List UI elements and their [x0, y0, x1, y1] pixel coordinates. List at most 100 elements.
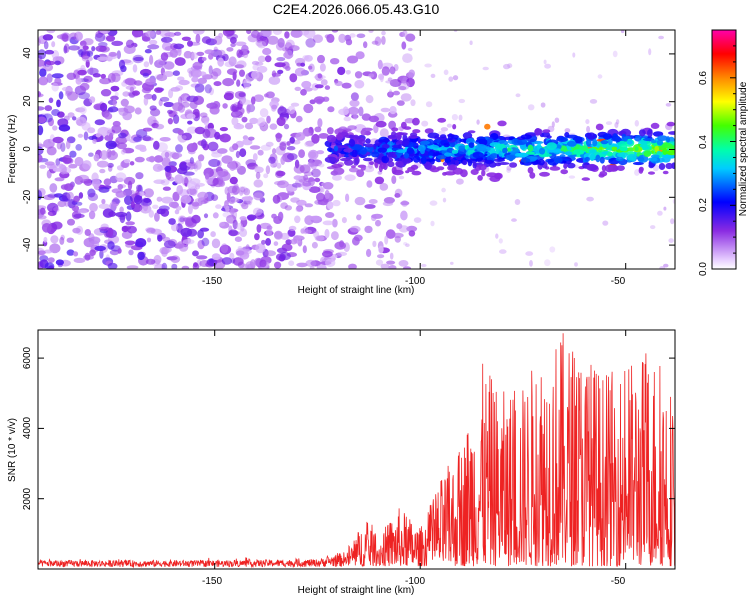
spectrogram-blob-411: [358, 106, 364, 117]
spectrogram-blob-449: [308, 186, 321, 194]
spectrogram-blob-927: [171, 263, 178, 269]
spectrogram-blob-94: [56, 99, 61, 108]
spectrogram-blob-1194: [44, 262, 55, 269]
spectrogram-blob-802: [327, 106, 335, 113]
spectrogram-blob-1806: [356, 169, 365, 178]
spectrogram-blob-248: [331, 231, 339, 241]
spectrogram-blob-1242: [120, 98, 129, 107]
spectrogram-blob-1563: [626, 147, 636, 152]
spectrogram-blob-1222: [173, 114, 180, 124]
spectrogram-blob-1177: [180, 194, 192, 204]
spectrogram-blob-2281: [586, 132, 596, 140]
spectrogram-blob-573: [334, 80, 343, 87]
spectrogram-blob-905: [245, 159, 257, 167]
colorbar-ticks: [730, 29, 736, 270]
spectrogram-blob-904: [200, 200, 207, 205]
spectrogram-blob-1280: [117, 248, 122, 254]
spectrogram-blob-2308: [354, 157, 360, 165]
spectrogram-blob-1337: [672, 198, 675, 204]
spectrogram-blob-846: [230, 207, 235, 216]
spectrogram-blob-939: [186, 95, 199, 103]
spectrogram-blob-412: [242, 51, 249, 59]
spectrogram-blob-1160: [256, 224, 262, 233]
spectrogram-blob-2077: [581, 177, 590, 181]
spectrogram-blob-1519: [412, 117, 420, 126]
spectrogram-blob-1658: [392, 169, 404, 176]
spectrogram-blob-1634: [350, 165, 356, 169]
spectrogram-blob-2235: [436, 154, 447, 160]
spectrogram-blob-1126: [38, 116, 47, 124]
spectrogram-blob-1155: [193, 262, 198, 268]
spectrogram-blob-2265: [387, 151, 394, 158]
spectrogram-blob-463: [122, 91, 130, 97]
spectrogram-blob-749: [234, 236, 242, 242]
spectrogram-blob-194: [405, 33, 416, 42]
spectrogram-blob-191: [345, 193, 350, 203]
spectrogram-blob-1384: [424, 63, 432, 68]
spectrogram-blob-1423: [452, 75, 459, 81]
spectrogram-blob-2104: [563, 163, 568, 170]
spectrogram-blob-783: [38, 76, 49, 86]
spectrogram-blob-645: [181, 175, 193, 184]
spectrogram-blob-722: [127, 225, 137, 234]
spectrogram-blob-637: [63, 45, 68, 54]
spectrogram-blob-2198: [487, 138, 494, 142]
spectrogram-blob-1161: [134, 156, 145, 163]
spectrogram-blob-1093: [99, 77, 111, 85]
spectrogram-blob-498: [38, 106, 45, 111]
spectrogram-blob-2239: [538, 158, 545, 166]
spectrogram-blob-11: [234, 64, 245, 69]
spectrogram-blob-1040: [91, 172, 99, 183]
spectrogram-blob-997: [168, 218, 176, 225]
spectrogram-blob-1053: [319, 63, 326, 72]
spectrogram-blob-2007: [460, 169, 468, 178]
spectrogram-blob-833: [154, 123, 165, 130]
spectrogram-blob-2: [332, 218, 338, 228]
spectrogram-blob-1352: [568, 175, 576, 179]
spectrogram-blob-1014: [271, 70, 277, 78]
spectrogram-blob-1037: [356, 214, 362, 221]
snr-ytick-label-1: 4000: [22, 416, 33, 439]
spectrogram-blob-97: [311, 133, 320, 144]
spectrogram-blob-740: [318, 133, 329, 139]
spectrogram-blob-1063: [51, 73, 64, 79]
spectrogram-blob-2260: [498, 151, 503, 157]
spectrogram-blob-437: [211, 194, 219, 202]
spectrogram-blob-1319: [572, 52, 576, 58]
spectrogram-blob-1207: [79, 106, 87, 115]
spectrogram-blob-2303: [468, 142, 475, 149]
spectrogram-blob-1253: [300, 62, 306, 67]
spectrogram-blob-855: [255, 243, 266, 254]
spectrogram-blob-2327: [475, 139, 488, 143]
spectrogram-blob-1260: [262, 47, 272, 56]
spectrogram-blob-1343: [544, 63, 551, 69]
spectrogram-blob-1824: [519, 143, 526, 150]
spectrogram-blob-599: [266, 115, 271, 124]
spectrogram-blob-1364: [442, 197, 447, 203]
spectrogram-blob-715: [256, 65, 268, 73]
spectrogram-blob-663: [204, 121, 210, 126]
spectrogram-blob-8: [296, 205, 304, 212]
spectrogram-blob-2008: [602, 133, 612, 140]
spectrogram-blob-289: [386, 260, 396, 265]
spectrogram-blob-1358: [448, 76, 454, 82]
spectrogram-blob-2060: [560, 169, 568, 175]
spectrogram-blob-995: [243, 188, 251, 196]
spectrogram-blob-892: [338, 33, 347, 44]
spectrogram-blob-959: [302, 55, 309, 61]
spectrogram-blob-910: [378, 245, 384, 254]
spectrogram-blob-1249: [167, 118, 173, 125]
spectrogram-blob-1152: [402, 266, 412, 269]
spectrogram-blob-2313: [326, 134, 337, 143]
spectrogram-blob-1198: [68, 45, 80, 51]
spectrogram-blob-1067: [330, 58, 340, 65]
spectrogram-blob-929: [40, 207, 46, 215]
spectrogram-blob-2334: [554, 157, 563, 164]
spectrogram-blob-213: [215, 204, 222, 209]
spectrogram-blob-2316: [348, 138, 356, 147]
spectrogram-blob-661: [354, 79, 365, 89]
spectrogram-blob-1239: [314, 235, 325, 242]
spectrogram-blob-2114: [612, 165, 618, 171]
spectrogram-blob-561: [241, 116, 248, 123]
spectrogram-blob-772: [380, 263, 390, 269]
